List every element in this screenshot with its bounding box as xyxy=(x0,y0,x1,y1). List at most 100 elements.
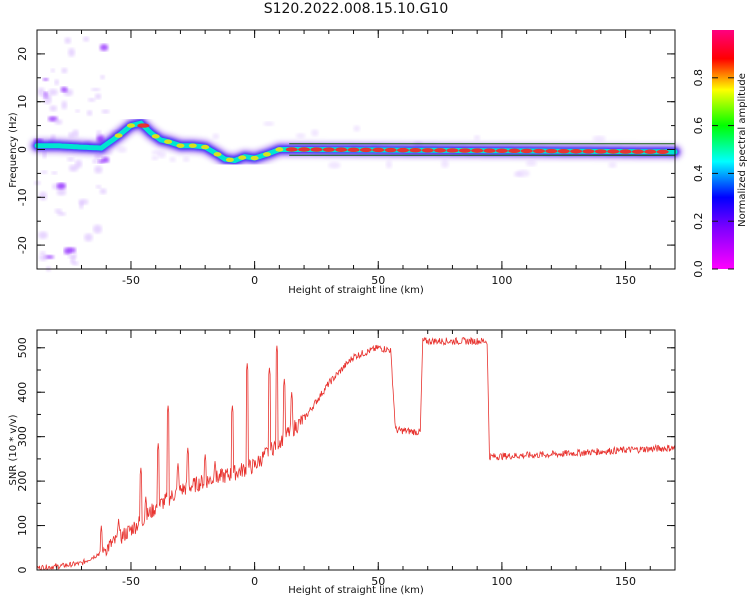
spectrogram-ytick-label: 0 xyxy=(16,146,29,153)
ridge-peak xyxy=(114,133,123,138)
snr-panel: -50 0 50 100 150 0 100 200 300 400 500 Height of s… xyxy=(8,329,676,596)
spectrogram-noise-blob xyxy=(87,97,96,102)
ridge-peak xyxy=(250,155,259,161)
spectrogram-noise-blob xyxy=(525,160,537,167)
ridge-peak xyxy=(619,149,632,154)
spectrogram-noise-blob xyxy=(96,130,102,137)
spectrogram-noise-blob xyxy=(51,171,58,175)
colorbar-tick-label: 0.6 xyxy=(692,117,705,135)
spectrogram-noise-blob xyxy=(100,75,105,80)
spectrogram-noise-blob xyxy=(71,253,77,260)
spectrogram-noise-blob xyxy=(94,93,102,100)
spectrogram-noise-blob xyxy=(48,88,58,96)
ridge-peak xyxy=(396,147,409,153)
snr-ytick-label: 100 xyxy=(16,515,29,536)
spectrogram-noise-blob xyxy=(54,208,63,214)
ridge-peak xyxy=(656,149,669,155)
spectrogram-noise-blob xyxy=(50,68,56,73)
ridge-peak xyxy=(495,148,508,153)
spectrogram-noise-blob xyxy=(39,191,48,201)
ridge-peak xyxy=(458,148,471,153)
spectrogram-noise-blob xyxy=(61,100,68,110)
ridge-peak xyxy=(644,149,657,154)
spectrogram-noise-blob xyxy=(92,159,98,164)
colorbar-tick-label: 0.2 xyxy=(692,212,705,230)
colorbar-tick-label: 0.8 xyxy=(692,69,705,87)
spectrogram-ytick-label: -20 xyxy=(16,236,29,254)
ridge-peak xyxy=(545,148,558,154)
ridge-peak xyxy=(126,123,135,128)
spectrogram-noise-blob xyxy=(48,116,58,122)
ridge-peak xyxy=(508,148,521,154)
colorbar-tick-label: 0.4 xyxy=(692,165,705,183)
spectrogram-xtick-label: 150 xyxy=(615,274,636,287)
spectrogram-noise-blob xyxy=(151,155,159,161)
spectrogram-noise-blob xyxy=(151,150,161,155)
ridge-peak xyxy=(225,157,234,162)
spectrogram-noise-blob xyxy=(39,254,48,262)
spectrogram-noise-blob xyxy=(90,87,101,92)
snr-xtick-label: 0 xyxy=(251,575,258,588)
ridge-peak xyxy=(335,147,348,152)
spectrogram-noise-blob xyxy=(99,188,107,195)
spectrogram-ytick-label: -10 xyxy=(16,188,29,206)
ridge-peak xyxy=(409,148,422,153)
spectrogram-xtick-label: 50 xyxy=(371,274,385,287)
spectrogram-noise-blob xyxy=(39,251,46,255)
spectrogram-noise-blob xyxy=(41,170,48,174)
spectrogram-noise-blob xyxy=(97,159,105,164)
ridge-peak xyxy=(213,152,222,157)
ridge-peak xyxy=(594,149,607,154)
ridge-peak xyxy=(434,148,447,153)
ridge-peak xyxy=(322,147,335,152)
spectrogram-noise-blob xyxy=(66,157,75,162)
ridge-peak xyxy=(520,148,533,154)
ridge-peak xyxy=(471,148,484,153)
ridge-peak xyxy=(298,147,311,152)
spectrogram-noise-blob xyxy=(94,165,103,174)
spectrogram-noise-blob xyxy=(101,109,110,114)
spectrogram-ytick-label: 10 xyxy=(16,95,29,109)
spectrogram-noise-blob xyxy=(311,129,319,137)
spectrogram-noise-blob xyxy=(93,224,103,234)
spectrogram-axes: -50 0 50 100 150 -20 -10 0 10 20 xyxy=(16,29,676,287)
spectrogram-panel: -50 0 50 100 150 -20 -10 0 10 20 Height of straig… xyxy=(8,29,682,296)
colorbar-tick-label: 0.0 xyxy=(692,260,705,278)
snr-ylabel: SNR (10 * v/v) xyxy=(8,414,19,485)
snr-xtick-label: 150 xyxy=(615,575,636,588)
colorbar-ticks: 0.0 0.2 0.4 0.6 0.8 xyxy=(692,69,734,278)
spectrogram-noise-blob xyxy=(328,161,341,169)
ridge-peak xyxy=(285,147,298,152)
spectrogram-xtick-label: 100 xyxy=(491,274,512,287)
snr-series-line xyxy=(36,336,676,571)
ridge-peak xyxy=(176,143,185,148)
spectrogram-noise-blob xyxy=(263,121,275,127)
spectrogram-noise-blob xyxy=(75,109,80,113)
spectrogram-noise-blob xyxy=(61,67,68,74)
spectrogram-xlabel: Height of straight line (km) xyxy=(288,285,424,296)
spectrogram-ridge xyxy=(30,116,682,168)
colorbar: 0.0 0.2 0.4 0.6 0.8 Normalized spectral ampl… xyxy=(692,30,748,278)
spectrogram-noise-blob xyxy=(68,47,75,57)
spectrogram-noise-blob xyxy=(56,188,67,196)
spectrogram-noise-blob xyxy=(99,44,109,51)
spectrogram-noise-blob xyxy=(63,247,72,255)
ridge-peak xyxy=(188,143,197,148)
spectrogram-noise-blob xyxy=(516,169,530,177)
spectrogram-xtick-label: 0 xyxy=(251,274,258,287)
spectrogram-noise-blob xyxy=(60,86,68,93)
ridge-peak xyxy=(384,147,397,153)
ridge-peak xyxy=(631,149,644,154)
spectrogram-noise-blob xyxy=(212,133,220,140)
spectrogram-noise-blob xyxy=(54,79,59,86)
ridge-peak xyxy=(164,139,173,144)
spectrogram-xtick-label: -50 xyxy=(122,274,140,287)
spectrogram-noise-blob xyxy=(37,87,45,96)
spectrogram-noise-blob xyxy=(84,233,93,242)
spectrogram-noise-blob xyxy=(295,133,306,139)
snr-xtick-label: 50 xyxy=(371,575,385,588)
spectrogram-noise-blob xyxy=(86,110,93,116)
snr-ytick-label: 200 xyxy=(16,471,29,492)
spectrogram-noise-blob xyxy=(72,129,79,138)
